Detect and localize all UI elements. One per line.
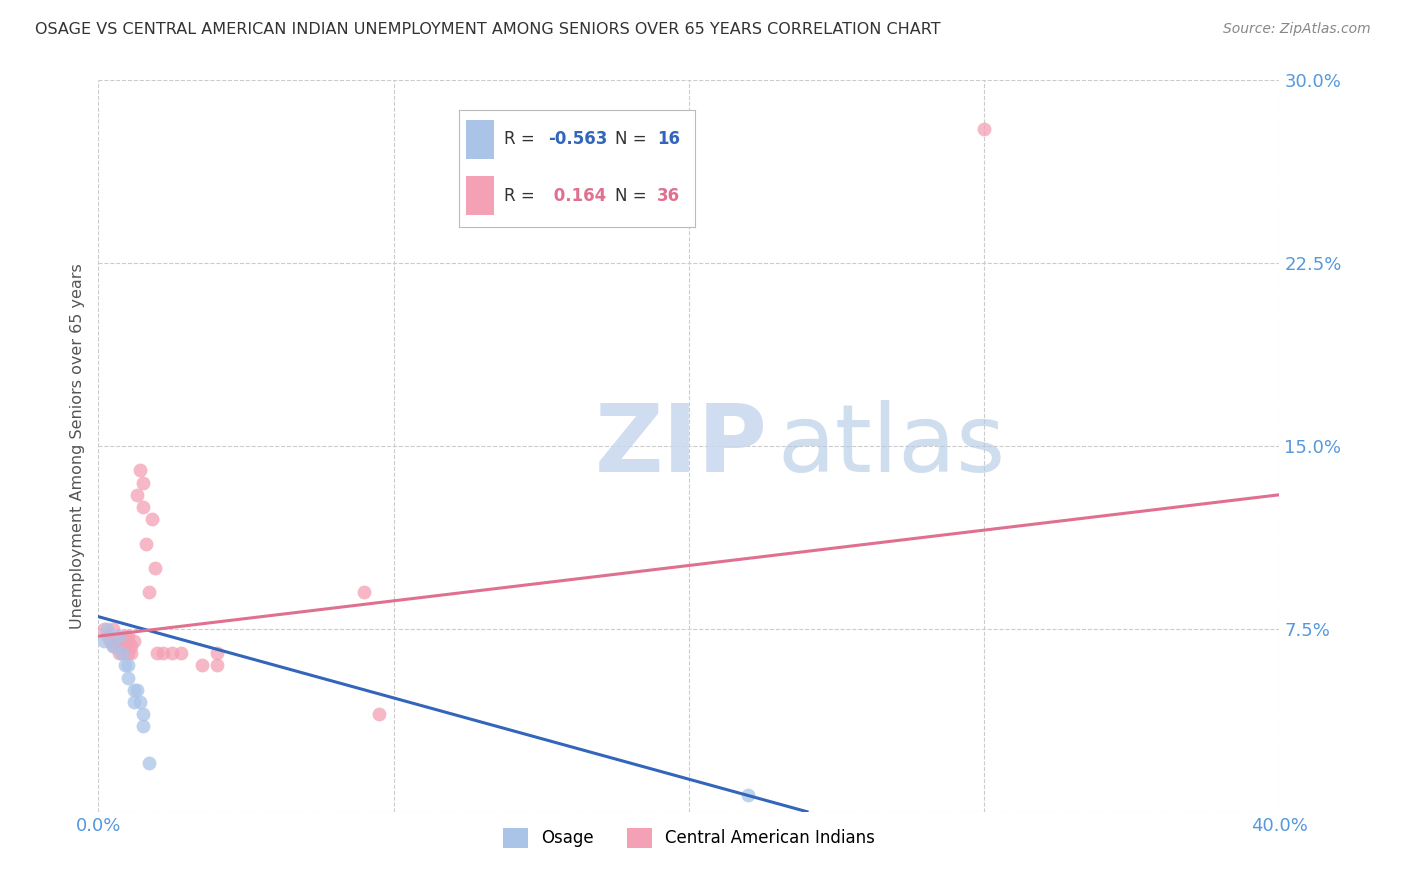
Point xyxy=(111,634,134,648)
Point xyxy=(93,634,115,648)
Point xyxy=(108,634,131,648)
Point xyxy=(125,682,148,697)
Point xyxy=(135,536,157,550)
Point xyxy=(132,719,155,733)
Point xyxy=(103,639,125,653)
Point xyxy=(111,646,134,660)
Point xyxy=(191,658,214,673)
Point xyxy=(162,646,183,660)
Point xyxy=(122,634,145,648)
Point xyxy=(117,671,139,685)
Point xyxy=(117,646,139,660)
Point xyxy=(353,585,375,599)
Point xyxy=(152,646,174,660)
Point xyxy=(114,658,136,673)
Point xyxy=(973,122,995,136)
Point xyxy=(120,639,142,653)
Y-axis label: Unemployment Among Seniors over 65 years: Unemployment Among Seniors over 65 years xyxy=(69,263,84,629)
Point xyxy=(138,585,160,599)
Point xyxy=(108,629,131,643)
Point xyxy=(128,695,150,709)
Point xyxy=(141,512,163,526)
Point xyxy=(125,488,148,502)
Point xyxy=(737,788,759,802)
Point xyxy=(138,756,160,770)
Point xyxy=(122,682,145,697)
Point xyxy=(132,707,155,722)
Point xyxy=(132,500,155,514)
Point xyxy=(170,646,193,660)
Point xyxy=(105,639,128,653)
Text: ZIP: ZIP xyxy=(595,400,768,492)
Point xyxy=(117,629,139,643)
Point xyxy=(205,658,228,673)
Point xyxy=(120,646,142,660)
Point xyxy=(111,646,134,660)
Text: atlas: atlas xyxy=(778,400,1005,492)
Text: OSAGE VS CENTRAL AMERICAN INDIAN UNEMPLOYMENT AMONG SENIORS OVER 65 YEARS CORREL: OSAGE VS CENTRAL AMERICAN INDIAN UNEMPLO… xyxy=(35,22,941,37)
Text: Source: ZipAtlas.com: Source: ZipAtlas.com xyxy=(1223,22,1371,37)
Point xyxy=(108,646,131,660)
Point xyxy=(93,622,115,636)
Point xyxy=(96,629,118,643)
Legend: Osage, Central American Indians: Osage, Central American Indians xyxy=(496,821,882,855)
Point xyxy=(114,629,136,643)
Point xyxy=(103,639,125,653)
Point xyxy=(143,561,166,575)
Point xyxy=(368,707,391,722)
Point xyxy=(117,634,139,648)
Point xyxy=(122,695,145,709)
Point xyxy=(96,622,118,636)
Point xyxy=(117,658,139,673)
Point xyxy=(103,622,125,636)
Point xyxy=(128,463,150,477)
Point xyxy=(132,475,155,490)
Point xyxy=(98,634,121,648)
Point xyxy=(205,646,228,660)
Point xyxy=(146,646,169,660)
Point xyxy=(114,639,136,653)
